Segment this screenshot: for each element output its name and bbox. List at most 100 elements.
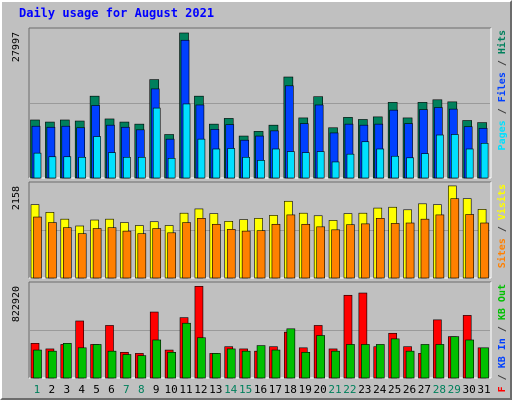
x-tick-label: 8: [138, 383, 145, 396]
kb-out-bar: [316, 335, 325, 379]
x-tick-label: 6: [108, 383, 115, 396]
legend-entry: Pages: [497, 120, 508, 150]
x-tick-label: 11: [179, 383, 192, 396]
sites-bar: [361, 223, 370, 279]
kb-out-bar: [92, 344, 102, 379]
pages-bar: [152, 107, 161, 179]
panel-kb: [28, 281, 492, 379]
pages-bar: [361, 141, 370, 179]
kb-out-bar: [152, 339, 162, 379]
pages-bar: [182, 103, 191, 179]
x-tick-label: 7: [123, 383, 130, 396]
sites-bar: [197, 218, 206, 279]
sites-bar: [271, 223, 281, 279]
kb-out-bar: [301, 351, 311, 379]
sites-bar: [346, 224, 355, 279]
x-tick-label: 3: [63, 383, 70, 396]
legend-entry: /: [497, 368, 508, 386]
legend-entry: /: [497, 320, 508, 338]
pages-bar: [450, 134, 459, 179]
kb-out-bar: [212, 353, 221, 379]
x-tick-label: 28: [433, 383, 446, 396]
sites-bar: [390, 223, 400, 279]
pages-bar: [78, 156, 87, 179]
sites-bar: [480, 222, 489, 279]
panel-hits-files-pages: [28, 27, 492, 179]
x-tick-label: 16: [254, 383, 267, 396]
sites-bar: [316, 226, 325, 279]
pages-bar: [93, 136, 101, 179]
kb-out-bar: [271, 349, 281, 379]
sites-bar: [226, 229, 236, 279]
y-tick-label: 2158: [11, 186, 22, 210]
kb-out-bar: [435, 344, 445, 379]
x-tick-label: 21: [328, 383, 341, 396]
panel-visits-sites: [28, 181, 492, 279]
legend-hits-panel: Pages / Files / Hits: [496, 30, 508, 150]
legend-entry: KB Out: [497, 284, 508, 320]
sites-bar: [286, 214, 296, 279]
pages-bar: [376, 148, 385, 179]
pages-bar: [242, 156, 250, 179]
legend-kb-panel: KB F / KB In / KB Out: [497, 284, 508, 398]
x-tick-label: 17: [269, 383, 282, 396]
kb-out-bar: [241, 350, 251, 379]
kb-out-bar: [480, 347, 489, 379]
legend-entry: KB F: [497, 386, 508, 398]
kb-out-bar: [331, 350, 340, 379]
pages-bar: [346, 153, 355, 179]
x-tick-label: 24: [373, 383, 387, 396]
pages-bar: [465, 148, 474, 179]
kb-out-bar: [346, 344, 355, 379]
sites-bar: [77, 233, 87, 279]
kb-out-bar: [167, 351, 176, 379]
legend-entry: Visits: [496, 184, 508, 220]
x-tick-label: 5: [93, 383, 100, 396]
legend-entry: /: [497, 220, 508, 238]
kb-out-bar: [77, 347, 87, 379]
pages-bar: [108, 152, 116, 179]
sites-bar: [420, 218, 430, 279]
pages-bar: [138, 156, 146, 179]
sites-bar: [450, 198, 460, 279]
x-tick-label: 25: [388, 383, 401, 396]
sites-bar: [212, 223, 221, 279]
kb-out-bar: [137, 355, 147, 379]
x-tick-label: 23: [358, 383, 371, 396]
chart-title: Daily usage for August 2021: [19, 6, 215, 20]
x-tick-label: 22: [343, 383, 356, 396]
x-tick-label: 18: [284, 383, 297, 396]
pages-bar: [33, 152, 42, 179]
sites-bar: [122, 230, 132, 279]
kb-out-bar: [405, 350, 415, 379]
pages-bar: [257, 160, 265, 179]
sites-bar: [301, 223, 311, 279]
pages-bar: [480, 142, 489, 179]
kb-out-bar: [48, 350, 57, 379]
sites-bar: [92, 228, 102, 279]
pages-bar: [436, 134, 444, 179]
legend-entry: /: [497, 102, 508, 120]
kb-out-bar: [122, 354, 132, 379]
x-tick-label: 4: [78, 383, 85, 396]
x-tick-label: 2: [49, 383, 56, 396]
sites-bar: [241, 230, 251, 279]
kb-out-bar: [226, 348, 236, 379]
kb-out-bar: [286, 328, 296, 379]
kb-out-bar: [420, 344, 430, 379]
sites-bar: [331, 229, 340, 279]
pages-bar: [167, 158, 176, 179]
kb-out-bar: [197, 337, 206, 379]
kb-out-bar: [465, 339, 474, 379]
legend-entry: Hits: [496, 30, 508, 54]
pages-bar: [212, 148, 221, 179]
kb-out-bar: [375, 344, 385, 379]
legend-visits-panel: Sites / Visits: [496, 184, 508, 268]
pages-bar: [48, 156, 57, 179]
x-tick-label: 10: [164, 383, 177, 396]
kb-out-bar: [63, 343, 72, 379]
sites-bar: [137, 233, 147, 279]
x-tick-label: 31: [477, 383, 490, 396]
pages-bar: [227, 148, 236, 179]
